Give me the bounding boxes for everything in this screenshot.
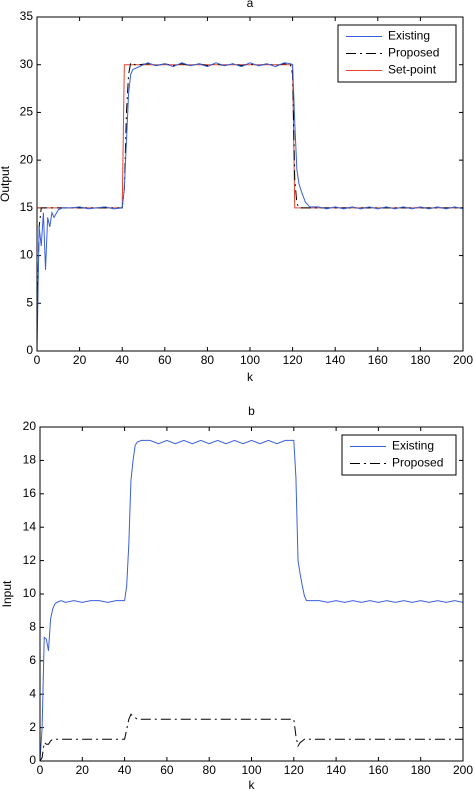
y-tick-label: 4 — [29, 686, 36, 700]
series-line — [37, 62, 463, 351]
x-tick-label: 180 — [410, 353, 430, 367]
x-tick-label: 100 — [241, 763, 261, 777]
legend-label: Set-point — [388, 63, 437, 77]
x-tick-label: 80 — [203, 763, 217, 777]
x-tick-label: 0 — [34, 353, 41, 367]
y-tick-label: 6 — [29, 653, 36, 667]
y-tick-label: 25 — [20, 105, 34, 119]
x-axis-label: k — [247, 370, 254, 384]
y-tick-label: 2 — [29, 720, 36, 734]
y-tick-label: 35 — [20, 9, 34, 23]
y-tick-label: 30 — [20, 57, 34, 71]
y-tick-label: 20 — [20, 152, 34, 166]
y-tick-label: 10 — [23, 586, 37, 600]
x-tick-label: 0 — [37, 763, 44, 777]
x-tick-label: 180 — [411, 763, 431, 777]
chart-title: b — [248, 404, 255, 418]
x-tick-label: 120 — [284, 763, 304, 777]
x-tick-label: 40 — [118, 763, 132, 777]
y-tick-label: 0 — [26, 343, 33, 357]
x-tick-label: 60 — [158, 353, 172, 367]
x-tick-label: 60 — [160, 763, 174, 777]
y-tick-label: 12 — [23, 553, 37, 567]
x-tick-label: 80 — [201, 353, 215, 367]
y-tick-label: 5 — [26, 295, 33, 309]
x-tick-label: 200 — [453, 763, 473, 777]
legend-label: Existing — [388, 29, 430, 43]
y-tick-label: 18 — [23, 453, 37, 467]
x-tick-label: 140 — [325, 353, 345, 367]
y-tick-label: 20 — [23, 419, 37, 433]
x-tick-label: 160 — [368, 763, 388, 777]
chart-title: a — [247, 0, 254, 10]
x-tick-label: 100 — [240, 353, 260, 367]
legend-box — [341, 434, 457, 476]
y-axis-label: Output — [0, 165, 12, 202]
y-tick-label: 10 — [20, 248, 34, 262]
x-tick-label: 160 — [368, 353, 388, 367]
plot-area — [40, 427, 463, 761]
x-tick-label: 20 — [73, 353, 87, 367]
y-tick-label: 15 — [20, 200, 34, 214]
series-line — [40, 439, 463, 761]
x-tick-label: 120 — [283, 353, 303, 367]
chart: b k Input 0 20 40 60 80 100 120 140 160 180 200 0 2 4 6 8 1… — [0, 404, 473, 792]
axes-frame — [39, 426, 464, 762]
legend-label: Proposed — [388, 46, 439, 60]
y-tick-label: 14 — [23, 519, 37, 533]
legend-label: Existing — [392, 439, 434, 453]
x-tick-label: 140 — [326, 763, 346, 777]
x-tick-label: 200 — [453, 353, 473, 367]
x-tick-label: 40 — [116, 353, 130, 367]
legend-label: Proposed — [392, 456, 443, 470]
y-tick-label: 0 — [29, 753, 36, 767]
series-line — [40, 713, 463, 761]
axes-frame — [36, 16, 464, 352]
y-tick-label: 8 — [29, 620, 36, 634]
y-axis-label: Input — [0, 580, 14, 607]
y-tick-label: 16 — [23, 486, 37, 500]
x-axis-label: k — [249, 778, 256, 792]
chart: a k Output 0 20 40 60 80 100 120 140 160 180 200 0 5 10 1… — [0, 0, 473, 384]
legend-box — [337, 24, 457, 83]
x-tick-label: 20 — [76, 763, 90, 777]
